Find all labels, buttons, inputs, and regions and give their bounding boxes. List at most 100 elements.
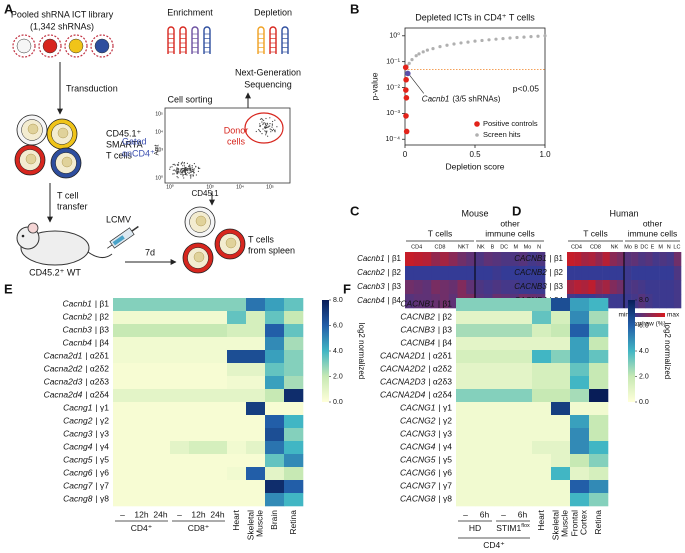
- label: Enrichment: [167, 7, 213, 17]
- heat-cell: [475, 298, 495, 312]
- label: Pooled shRNA ICT library: [11, 9, 114, 19]
- heat-cell: [570, 402, 590, 416]
- axis-label: CD45.1: [191, 189, 219, 198]
- hairpin: [191, 26, 199, 54]
- highlight-point: [405, 70, 411, 77]
- gene: CACNB1: [400, 299, 435, 309]
- heat-cell: [227, 480, 247, 494]
- flow-dot: [272, 128, 274, 130]
- column-label: Retina: [593, 510, 603, 535]
- heat-cell: [132, 298, 152, 312]
- colorbar-tick-label: 4.0: [333, 348, 343, 355]
- flow-dot: [184, 173, 186, 175]
- heat-cell: [284, 363, 304, 377]
- syringe-fluid: [112, 235, 125, 246]
- flow-dot: [183, 169, 186, 171]
- chart-title: Mouse: [461, 208, 488, 218]
- colorbar-tick-label: 4.0: [639, 348, 649, 355]
- flow-dot: [189, 168, 192, 171]
- heat-cell: [246, 311, 266, 325]
- heat-cell: [151, 493, 171, 507]
- flow-dot: [271, 124, 273, 126]
- gene: CACNA2D2: [380, 364, 426, 374]
- subgroup-label: DC: [500, 244, 508, 250]
- gene: CACNB4: [400, 338, 435, 348]
- heat-cell: [638, 294, 646, 309]
- label: T cells: [248, 234, 274, 244]
- heat-cell: [532, 493, 552, 507]
- heat-cell: [132, 350, 152, 364]
- row-label: CACNG1 | γ1: [400, 403, 452, 413]
- heat-cell: [551, 454, 571, 468]
- flow-dot: [189, 164, 191, 166]
- heat-cell: [284, 389, 304, 403]
- subunit: | γ6: [438, 468, 452, 478]
- heat-cell: [227, 454, 247, 468]
- heat-cell: [246, 389, 266, 403]
- group-label: HD: [469, 523, 481, 533]
- subgroup-label: LC: [673, 244, 680, 250]
- heat-cell: [456, 311, 476, 325]
- heat-cell: [475, 389, 495, 403]
- subunit: | γ4: [438, 442, 452, 452]
- heat-cell: [227, 389, 247, 403]
- heat-cell: [631, 266, 639, 281]
- point: [417, 52, 421, 56]
- colorbar-tick-label: 0.0: [639, 399, 649, 406]
- point: [431, 46, 435, 51]
- heat-cell: [284, 337, 304, 351]
- heat-cell: [536, 266, 546, 281]
- heat-cell: [284, 376, 304, 390]
- flow-dot: [181, 172, 183, 174]
- flow-dot: [173, 163, 175, 165]
- heat-cell: [645, 252, 653, 267]
- heat-cell: [246, 350, 266, 364]
- heat-cell: [151, 324, 171, 338]
- annotation: Cacnb1 (3/5 shRNAs): [422, 95, 501, 104]
- heat-cell: [189, 298, 209, 312]
- heat-cell: [532, 363, 552, 377]
- heat-cell: [494, 454, 514, 468]
- flow-dot: [261, 121, 263, 123]
- flow-dot: [261, 118, 263, 120]
- flow-dot: [180, 163, 182, 165]
- heat-cell: [652, 294, 660, 309]
- hairpin: [179, 26, 187, 54]
- y-axis-label: p-value: [369, 72, 379, 100]
- flow-dot: [177, 164, 179, 166]
- heat-cell: [518, 252, 528, 267]
- heat-cell: [659, 252, 668, 267]
- flow-dot: [265, 126, 267, 128]
- heat-cell: [189, 350, 209, 364]
- heat-cell: [510, 252, 520, 267]
- heat-cell: [246, 467, 266, 481]
- heat-cell: [589, 467, 609, 481]
- heat-cell: [246, 363, 266, 377]
- y-tick-label: 10⁻²: [386, 84, 400, 91]
- subunit: | β3: [438, 325, 452, 335]
- group-label: immune cells: [485, 228, 535, 238]
- heat-cell: [567, 280, 575, 295]
- heat-cell: [532, 480, 552, 494]
- gene: Cacng3: [63, 429, 93, 439]
- heat-cell: [673, 294, 682, 309]
- colorbar-max: max: [667, 312, 680, 319]
- subunit: | γ8: [95, 494, 109, 504]
- heat-cell: [494, 389, 514, 403]
- subgroup-label: N: [537, 244, 541, 250]
- heat-cell: [570, 415, 590, 429]
- heat-cell: [551, 441, 571, 455]
- flow-dot: [199, 167, 201, 169]
- flow-dot: [193, 169, 195, 171]
- heat-cell: [616, 280, 625, 295]
- heat-cell: [513, 480, 533, 494]
- heat-cell: [170, 298, 190, 312]
- syringe: [107, 225, 139, 249]
- point: [438, 45, 442, 49]
- heat-cell: [574, 266, 582, 281]
- heat-cell: [457, 280, 467, 295]
- subgroup-label: CD8: [434, 244, 445, 250]
- heat-cell: [589, 337, 609, 351]
- heat-cell: [170, 324, 190, 338]
- heat-cell: [475, 311, 495, 325]
